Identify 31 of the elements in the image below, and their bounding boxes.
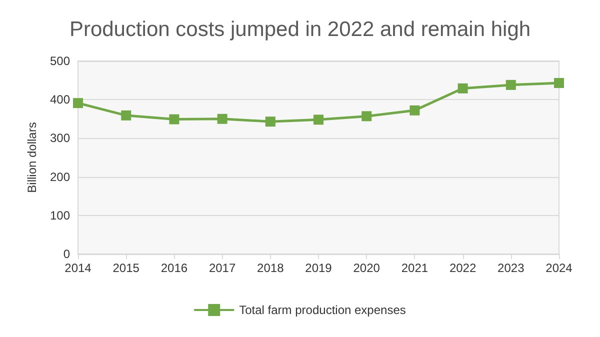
point	[73, 98, 83, 108]
y-tick-label: 300	[50, 131, 70, 146]
point	[265, 116, 276, 127]
point	[554, 78, 564, 88]
x-tick-label: 2015	[112, 261, 140, 275]
y-tick-label: 500	[50, 54, 70, 68]
point	[362, 111, 372, 122]
x-tick-label: 2018	[257, 261, 284, 275]
point	[506, 80, 516, 90]
x-tick-label: 2017	[208, 261, 236, 275]
x-tick-label: 2021	[401, 261, 428, 275]
x-tick-label: 2024	[546, 261, 573, 275]
x-tick-label: 2023	[498, 261, 525, 275]
x-tick-label: 2022	[449, 261, 476, 275]
point	[169, 114, 180, 124]
y-tick-label: 400	[50, 92, 70, 107]
legend-label: Total farm production expenses	[239, 303, 406, 317]
y-tick-label: 100	[50, 208, 70, 222]
y-tick-label: 200	[50, 170, 70, 184]
x-tick-label: 2014	[64, 261, 92, 275]
point	[217, 114, 228, 124]
point	[410, 105, 420, 116]
x-tick-label: 2019	[305, 261, 332, 275]
x-tick-label: 2016	[160, 261, 188, 275]
y-tick-label: 0	[63, 247, 70, 261]
y-axis-title: Billion dollars	[25, 122, 39, 193]
point	[458, 83, 468, 94]
chart-title: Production costs jumped in 2022 and remain high	[69, 18, 531, 41]
point	[314, 114, 324, 125]
point	[121, 110, 132, 120]
x-tick-label: 2020	[353, 261, 380, 275]
